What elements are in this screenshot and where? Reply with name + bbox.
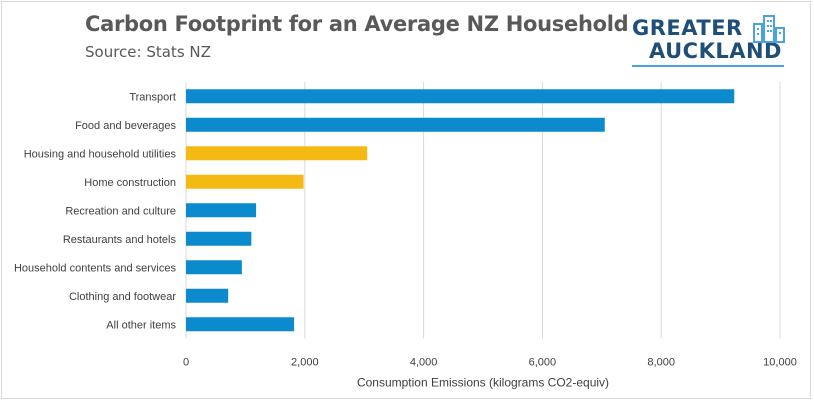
x-tick-labels: 0 2,000 4,000 6,000 8,000 10,000 <box>183 357 797 369</box>
bar <box>186 89 735 104</box>
bars <box>186 89 735 332</box>
category-label: Clothing and footwear <box>69 291 176 303</box>
x-tick-label: 8,000 <box>647 357 675 369</box>
bar <box>186 174 304 189</box>
x-tick-label: 2,000 <box>291 357 319 369</box>
bar <box>186 203 257 218</box>
category-label: Recreation and culture <box>65 205 176 217</box>
bar <box>186 146 368 161</box>
x-tick-label: 6,000 <box>529 357 557 369</box>
chart-title: Carbon Footprint for an Average NZ House… <box>85 12 629 36</box>
chart-subtitle: Source: Stats NZ <box>85 43 211 61</box>
category-label: Food and beverages <box>75 120 176 132</box>
category-label: Home construction <box>84 177 176 189</box>
x-axis-title: Consumption Emissions (kilograms CO2-equ… <box>357 376 609 390</box>
buildings-icon <box>753 15 785 43</box>
x-tick-label: 0 <box>183 357 189 369</box>
x-tick-label: 10,000 <box>763 357 797 369</box>
x-tick-label: 4,000 <box>410 357 438 369</box>
bar <box>186 117 605 132</box>
bar <box>186 317 295 332</box>
bar <box>186 231 252 246</box>
category-label: Restaurants and hotels <box>63 234 177 246</box>
category-label: All other items <box>106 319 176 331</box>
logo-line-1: GREATER <box>632 16 743 40</box>
bar <box>186 288 229 303</box>
bar <box>186 260 242 275</box>
category-labels: Transport Food and beverages Housing and h… <box>14 91 177 331</box>
category-label: Household contents and services <box>14 262 177 274</box>
logo-underline <box>632 65 784 67</box>
greater-auckland-logo: GREATER AUCKLAND <box>628 14 788 68</box>
category-label: Transport <box>129 91 176 103</box>
category-label: Housing and household utilities <box>24 148 177 160</box>
